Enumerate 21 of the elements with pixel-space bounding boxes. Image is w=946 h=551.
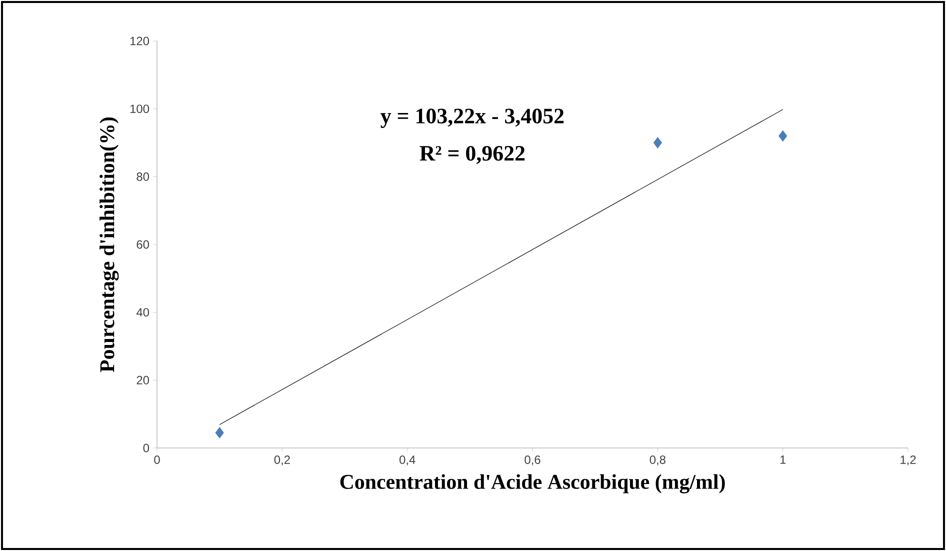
y-tick-label: 40 (136, 308, 150, 317)
x-tick-label: 1,2 (900, 456, 916, 466)
x-tick-label: 1 (780, 456, 786, 464)
y-tick-label: 60 (136, 240, 150, 249)
x-tick-label: 0,2 (274, 456, 290, 466)
y-tick-label: 80 (136, 172, 150, 181)
annotation: y = 103,22x - 3,4052 (380, 108, 564, 128)
y-tick-label: 100 (130, 104, 150, 114)
x-tick-label: 0,6 (524, 456, 540, 466)
y-tick-label: 0 (143, 444, 150, 452)
x-axis-title: Concentration d'Acide Ascorbique (mg/ml) (340, 474, 725, 494)
point (653, 137, 662, 148)
point (778, 130, 788, 142)
x-tick-label: 0,8 (650, 456, 666, 466)
y-axis-title: Pourcentage d'inhibition(%) (100, 117, 119, 372)
x-tick-label: 0 (154, 456, 160, 464)
y-tick-label: 120 (130, 36, 150, 46)
annotation: R² = 0,9622 (420, 146, 525, 164)
x-tick-label: 0,4 (400, 456, 416, 466)
y-tick-label: 20 (136, 376, 150, 384)
point (215, 427, 224, 438)
